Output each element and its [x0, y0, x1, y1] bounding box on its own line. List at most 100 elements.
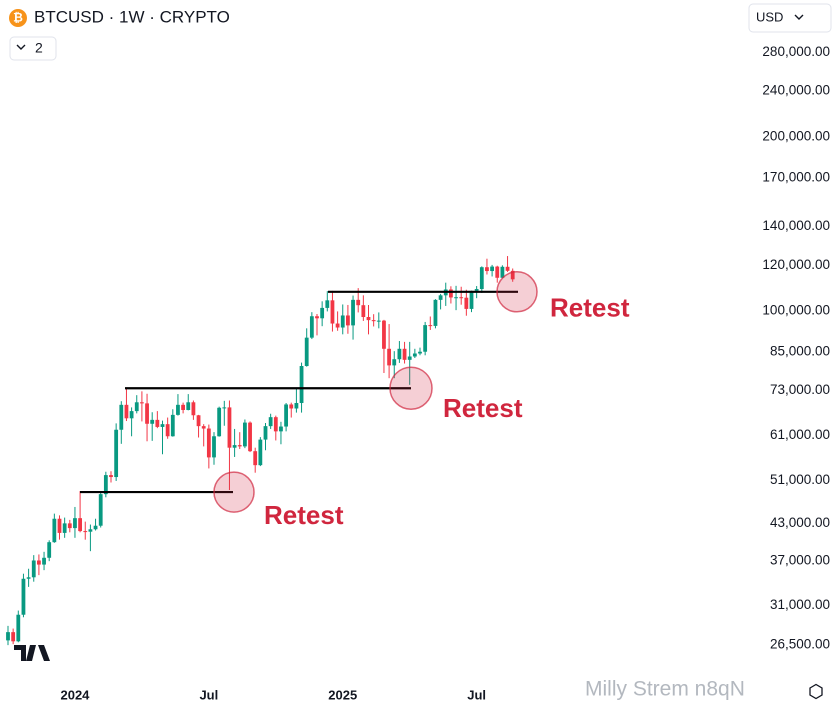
candle-body	[232, 445, 237, 448]
y-tick-label: 37,000.00	[770, 553, 830, 568]
candle-body	[304, 337, 309, 367]
candle-body	[495, 266, 500, 278]
y-tick-label: 100,000.00	[762, 303, 830, 318]
retest-circle	[213, 471, 255, 513]
annotation-label: Retest	[550, 293, 630, 323]
candle-body	[119, 404, 124, 430]
candle-body	[37, 560, 41, 565]
candle-body	[11, 632, 16, 642]
candle-body	[52, 518, 57, 543]
candle-body	[98, 494, 103, 526]
candle-body	[83, 531, 88, 533]
candle-body	[320, 307, 325, 319]
candle-body	[165, 424, 170, 437]
candle-body	[454, 297, 458, 299]
candle-body	[392, 359, 397, 366]
candle-body	[114, 429, 119, 478]
candle-body	[351, 299, 355, 326]
candle-body	[346, 315, 350, 326]
candle-body	[42, 557, 46, 565]
candle-body	[21, 578, 26, 615]
candle-body	[237, 445, 242, 447]
candle-body	[67, 523, 72, 529]
candle-body	[124, 404, 129, 419]
candle-body	[217, 407, 222, 437]
retest-circle	[496, 271, 538, 313]
candle-body	[299, 366, 304, 404]
indicator-toggle[interactable]	[9, 36, 57, 61]
candle-body	[196, 415, 201, 427]
y-tick-label: 31,000.00	[770, 597, 830, 612]
candle-body	[315, 316, 319, 319]
candle-body	[366, 317, 371, 321]
currency-label: USD	[756, 9, 783, 24]
candle-body	[145, 403, 149, 424]
candle-body	[62, 523, 67, 533]
y-tick-label: 140,000.00	[762, 218, 830, 233]
candle-body	[438, 295, 443, 300]
candle-body	[485, 267, 489, 272]
chart-title: BTCUSD · 1W · CRYPTO	[34, 7, 230, 26]
y-tick-label: 280,000.00	[762, 44, 830, 59]
candle-body	[510, 270, 515, 280]
y-tick-label: 120,000.00	[762, 257, 830, 272]
candle-body	[335, 323, 340, 328]
candle-body	[93, 525, 98, 530]
tv-logo	[14, 645, 50, 661]
annotation-label: Retest	[264, 500, 344, 530]
y-tick-label: 200,000.00	[762, 128, 830, 143]
candle-body	[57, 518, 62, 533]
currency-select[interactable]	[748, 3, 832, 33]
y-tick-label: 85,000.00	[770, 344, 830, 359]
candle-body	[474, 289, 479, 291]
candle-body	[382, 320, 386, 349]
annotation-label: Retest	[443, 393, 523, 423]
y-tick-label: 61,000.00	[770, 427, 830, 442]
candle-body	[155, 419, 160, 427]
candle-body	[253, 451, 258, 466]
y-tick-label: 51,000.00	[770, 472, 830, 487]
settings-icon[interactable]	[809, 683, 823, 700]
candle-body	[407, 356, 412, 360]
candle-body	[181, 404, 185, 410]
btc-icon-glyph: ₿	[13, 11, 23, 25]
candle-body	[78, 518, 82, 532]
candle-body	[206, 428, 211, 458]
candle-body	[397, 348, 402, 360]
candle-body	[289, 404, 294, 409]
candle-body	[103, 475, 108, 495]
candle-body	[16, 614, 21, 642]
y-tick-label: 26,500.00	[770, 637, 830, 652]
candle-body	[129, 411, 134, 419]
candle-body	[212, 436, 216, 458]
candle-body	[428, 325, 433, 327]
candle-body	[449, 289, 453, 298]
retest-circle	[389, 366, 433, 410]
candle-body	[361, 305, 366, 318]
candle-body	[500, 266, 505, 278]
candle-body	[186, 402, 191, 410]
candle-body	[201, 426, 206, 429]
candle-body	[459, 297, 464, 299]
candle-body	[222, 407, 227, 409]
chevron	[16, 44, 26, 50]
candle-body	[47, 542, 52, 558]
candle-body	[6, 632, 10, 641]
candle-body	[423, 325, 428, 352]
candle-body	[464, 297, 469, 309]
candle-body	[433, 299, 438, 326]
plot-area	[6, 256, 538, 646]
candle-body	[279, 426, 283, 432]
y-tick-label: 73,000.00	[770, 382, 830, 397]
y-tick-label: 240,000.00	[762, 83, 830, 98]
x-tick-label: Jul	[467, 687, 486, 702]
candle-body	[160, 424, 165, 427]
y-tick-label: 43,000.00	[770, 515, 830, 530]
candle-body	[418, 351, 422, 354]
candle-body	[376, 320, 381, 322]
chevron	[794, 14, 804, 20]
candle-body	[88, 529, 93, 532]
candle-body	[340, 315, 345, 328]
watermark: Milly Strem n8qN	[585, 678, 745, 701]
